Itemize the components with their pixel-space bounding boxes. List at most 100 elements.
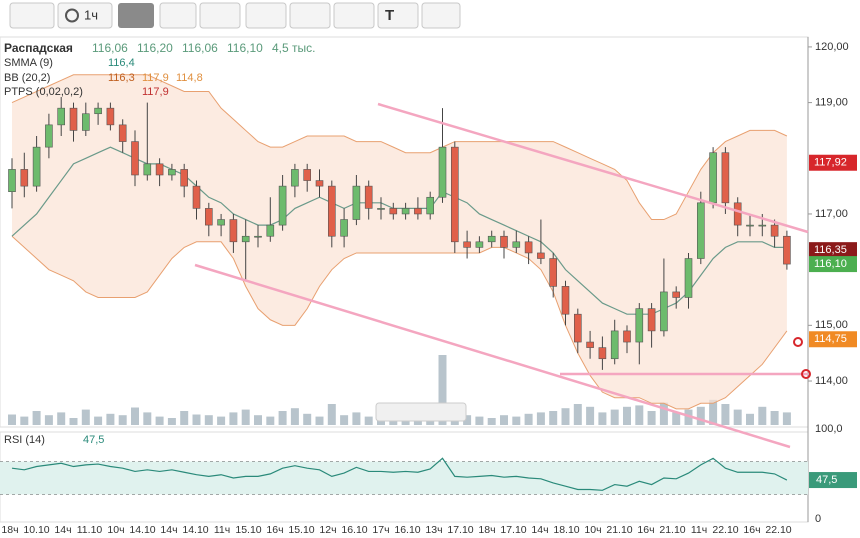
candle-body <box>401 208 410 215</box>
candle-body <box>672 291 681 298</box>
volume-bar <box>635 405 644 425</box>
volume-bar <box>44 415 53 425</box>
volume-bar <box>204 415 213 425</box>
volume-bar <box>487 418 496 425</box>
volume-bar <box>192 414 201 425</box>
volume-bar <box>647 411 656 425</box>
candle-body <box>487 235 496 243</box>
x-tick-label: 16ч <box>637 524 654 536</box>
scroll-control[interactable] <box>375 402 467 422</box>
candle-body <box>315 180 324 187</box>
volume-bar <box>536 412 545 425</box>
volume-bar <box>290 408 299 425</box>
low: 116,06 <box>182 41 218 55</box>
price-marker-label: 116,35 <box>814 244 847 256</box>
rsi-name: RSI (14) <box>4 434 45 446</box>
candle-body <box>438 146 447 198</box>
image-tool-button[interactable] <box>421 2 461 29</box>
crosshair-button[interactable] <box>118 3 154 28</box>
toolbar: 1ч T <box>9 2 461 29</box>
text-tool-button[interactable] <box>377 2 419 29</box>
candle-body <box>709 152 717 204</box>
candle-body <box>131 141 139 176</box>
x-tick-label: 14.10 <box>182 524 208 536</box>
candle-body <box>475 241 484 248</box>
candle-body <box>598 347 607 360</box>
candle-body <box>192 185 201 209</box>
line-tool-button[interactable] <box>245 2 287 29</box>
rsi-marker <box>809 472 857 489</box>
chart-type-button[interactable] <box>9 2 55 29</box>
candle-body <box>266 224 275 237</box>
candle-body <box>733 202 742 226</box>
volume-bar <box>32 411 41 425</box>
x-tick-label: 16ч <box>266 524 283 536</box>
candle-body <box>647 308 656 332</box>
volume-bar <box>8 414 16 425</box>
rsi-value: 47,5 <box>83 434 104 446</box>
rsi-tick-label: 0 <box>815 513 821 525</box>
candle-body <box>512 241 521 248</box>
indicators-button[interactable] <box>199 2 241 29</box>
alert-marker[interactable] <box>793 337 803 347</box>
candle-body <box>450 146 459 243</box>
bb-value: 116,3 <box>108 72 135 84</box>
candle-body <box>205 208 213 226</box>
x-tick-label: 17ч <box>372 524 389 536</box>
x-tick-label: 16ч <box>743 524 760 536</box>
candle-body <box>340 219 348 237</box>
zoom-button[interactable] <box>159 2 197 29</box>
candle-body <box>524 241 533 254</box>
volume-bar <box>364 416 373 425</box>
price-marker <box>809 331 857 348</box>
x-tick-label: 14ч <box>160 524 177 536</box>
volume-bar <box>167 418 176 425</box>
fib-tool-button[interactable] <box>333 2 375 29</box>
volume-bar <box>20 416 29 425</box>
bb-fill <box>12 74 787 409</box>
y-tick-label: 120,00 <box>815 41 849 53</box>
candle-body <box>155 163 164 176</box>
volume-bar <box>586 406 595 425</box>
y-tick-label: 119,00 <box>815 97 848 109</box>
open: 116,06 <box>92 41 128 55</box>
x-tick-label: 11.10 <box>77 524 103 536</box>
volume-bar <box>746 413 754 425</box>
volume-bar <box>610 409 619 425</box>
instrument: Распадская <box>4 41 73 55</box>
x-tick-label: 14ч <box>531 524 548 536</box>
volume-axis-label: 100,0 <box>815 423 843 435</box>
volume-bar <box>303 413 312 425</box>
volume-bar <box>180 411 189 425</box>
volume-bar <box>106 413 115 425</box>
candle-body <box>660 291 668 332</box>
candle-body <box>168 169 176 176</box>
candle-body <box>278 185 287 226</box>
volume-bar <box>69 418 78 425</box>
shape-tool-button[interactable] <box>289 2 331 29</box>
x-tick-label: 18ч <box>1 524 18 536</box>
volume-bar <box>340 415 349 425</box>
candle-body <box>364 185 373 209</box>
clock-icon <box>65 8 79 23</box>
close: 116,10 <box>227 41 263 55</box>
candle-body <box>610 330 619 360</box>
alert-marker[interactable] <box>801 369 811 379</box>
x-tick-label: 11ч <box>691 524 707 536</box>
volume-bar <box>241 409 250 425</box>
x-tick-label: 14.10 <box>129 524 155 536</box>
navigator[interactable] <box>375 402 467 422</box>
candle-body <box>500 235 508 248</box>
x-tick-label: 11ч <box>214 524 230 536</box>
x-tick-label: 16.10 <box>394 524 420 536</box>
y-tick-label: 117,00 <box>815 208 848 220</box>
volume-bar <box>721 404 730 425</box>
ptps-value: 117,9 <box>142 86 169 98</box>
x-tick-label: 12ч <box>319 524 336 536</box>
volume-bar <box>782 412 791 425</box>
volume-bar <box>131 407 139 425</box>
volume-bar <box>512 416 521 425</box>
bb-name: BB (20,2) <box>4 72 50 84</box>
volume-bar <box>684 409 693 425</box>
x-tick-label: 15.10 <box>235 524 261 536</box>
